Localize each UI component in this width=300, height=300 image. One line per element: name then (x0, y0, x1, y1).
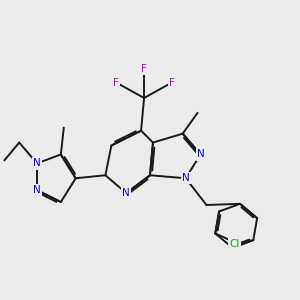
Text: F: F (113, 78, 119, 88)
Text: N: N (33, 185, 41, 195)
Text: N: N (182, 173, 190, 183)
Text: F: F (141, 64, 147, 74)
Text: Cl: Cl (230, 239, 240, 249)
Text: N: N (197, 149, 204, 160)
Text: F: F (169, 78, 175, 88)
Text: N: N (122, 188, 130, 198)
Text: N: N (33, 158, 41, 168)
